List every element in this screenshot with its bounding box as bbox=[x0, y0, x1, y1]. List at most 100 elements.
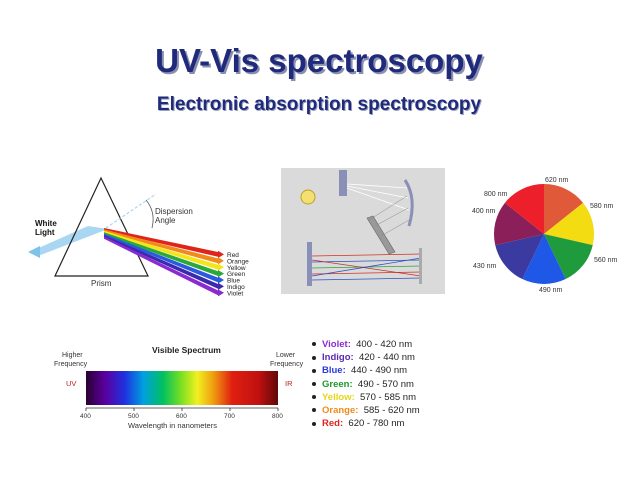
ray-violet bbox=[104, 236, 218, 296]
ray-yellow bbox=[104, 230, 218, 270]
ray-arrow-orange bbox=[218, 257, 224, 265]
ray-arrow-yellow bbox=[218, 263, 224, 271]
spectrum-tick-label: 500 bbox=[128, 413, 139, 420]
ray-red bbox=[104, 228, 218, 257]
diffraction-grating bbox=[366, 215, 396, 255]
wheel-segment bbox=[544, 184, 584, 234]
bullet-icon bbox=[312, 408, 316, 413]
bullet-icon bbox=[312, 368, 316, 373]
ray-label-violet: Violet bbox=[227, 290, 243, 297]
wavelength-legend: Violet: 400 - 420 nm Indigo: 420 - 440 nm… bbox=[312, 338, 462, 430]
wheel-segment bbox=[544, 234, 593, 280]
ray-label-orange: Orange bbox=[227, 258, 249, 265]
dispersed-beams bbox=[311, 253, 422, 281]
lower-frequency-label-2: Frequency bbox=[270, 361, 304, 368]
ray-label-red: Red bbox=[227, 252, 239, 259]
higher-frequency-label-1: Higher bbox=[62, 352, 83, 359]
dispersed-rays bbox=[104, 228, 224, 297]
detector bbox=[419, 248, 422, 284]
uv-label: UV bbox=[66, 379, 76, 388]
lower-frequency-label-1: Lower bbox=[276, 352, 296, 359]
spectrum-title: Visible Spectrum bbox=[152, 345, 221, 355]
dispersion-angle-arc bbox=[145, 199, 154, 229]
ray-orange bbox=[104, 229, 218, 264]
bullet-icon bbox=[312, 395, 316, 400]
legend-range: 400 - 420 nm bbox=[356, 339, 413, 350]
spectrum-tick-label: 700 bbox=[224, 413, 235, 420]
legend-range: 440 - 490 nm bbox=[351, 365, 408, 377]
wheel-label-400: 400 nm bbox=[472, 208, 496, 215]
spectrum-tick-label: 400 bbox=[80, 413, 91, 420]
bullet-icon bbox=[312, 342, 316, 347]
ray-label-indigo: Indigo bbox=[227, 284, 245, 291]
ray-blue bbox=[104, 233, 218, 283]
legend-row: Blue: 440 - 490 nm bbox=[312, 364, 462, 377]
legend-color-name: Orange: bbox=[322, 404, 359, 416]
wheel-segment bbox=[495, 234, 544, 280]
legend-color-name: Blue: bbox=[322, 365, 346, 377]
spectrum-ticks: 400 500 600 700 800 bbox=[80, 408, 283, 420]
slide-title: UV-Vis spectroscopy bbox=[155, 42, 483, 79]
visible-spectrum: Visible Spectrum Higher Frequency Lower … bbox=[54, 345, 304, 430]
wheel-label-620: 620 nm bbox=[545, 177, 569, 184]
exit-slit bbox=[307, 242, 312, 286]
prism-triangle bbox=[54, 176, 149, 277]
wheel-segment bbox=[504, 184, 544, 234]
ray-arrow-blue bbox=[218, 276, 224, 284]
wheel-label-490: 490 nm bbox=[539, 287, 563, 294]
white-light-label-2: Light bbox=[35, 228, 55, 237]
spectrum-bar bbox=[86, 371, 278, 405]
legend-row: Red: 620 - 780 nm bbox=[312, 417, 462, 430]
legend-color-name: Red: bbox=[322, 418, 344, 430]
legend-row: Violet: 400 - 420 nm bbox=[312, 338, 462, 351]
lamp-icon bbox=[300, 189, 316, 205]
white-light-label: White Light bbox=[35, 219, 57, 237]
wheel-label-560: 560 nm bbox=[594, 257, 618, 264]
spectrum-axis-label: Wavelength in nanometers bbox=[128, 421, 217, 430]
legend-range: 420 - 440 nm bbox=[358, 352, 415, 364]
legend-row: Indigo: 420 - 440 nm bbox=[312, 351, 462, 364]
wheel-segment bbox=[522, 234, 566, 284]
slide-subtitle: Electronic absorption spectroscopy bbox=[156, 94, 482, 115]
ir-label: IR bbox=[285, 379, 293, 388]
prism-label: Prism bbox=[91, 279, 112, 288]
color-wheel-segments bbox=[494, 184, 594, 284]
legend-row: Yellow: 570 - 585 nm bbox=[312, 391, 462, 404]
legend-range: 490 - 570 nm bbox=[357, 378, 414, 390]
wheel-label-580: 580 nm bbox=[590, 203, 614, 210]
ray-green bbox=[104, 232, 218, 276]
entrance-slit bbox=[339, 170, 347, 196]
legend-range: 570 - 585 nm bbox=[360, 391, 416, 403]
bullet-icon bbox=[312, 355, 316, 360]
prism-diagram: Dispersion Angle Prism RedOrangeYellowGr… bbox=[28, 176, 249, 297]
higher-frequency-label-2: Frequency bbox=[54, 361, 88, 368]
legend-color-name: Green: bbox=[322, 378, 353, 390]
wheel-segment bbox=[544, 202, 594, 246]
ray-label-yellow: Yellow bbox=[227, 265, 246, 272]
ray-label-blue: Blue bbox=[227, 278, 240, 285]
legend-row: Orange: 585 - 620 nm bbox=[312, 404, 462, 417]
ray-label-green: Green bbox=[227, 271, 245, 278]
wheel-segment bbox=[494, 202, 544, 246]
wheel-label-800: 800 nm bbox=[484, 191, 508, 198]
white-light-arrow bbox=[28, 246, 40, 258]
bullet-icon bbox=[312, 382, 316, 387]
ray-arrow-indigo bbox=[218, 282, 224, 290]
color-wheel: 620 nm 580 nm 560 nm 490 nm 430 nm 400 n… bbox=[472, 177, 618, 294]
white-light-label-1: White bbox=[35, 219, 57, 228]
legend-range: 620 - 780 nm bbox=[348, 418, 405, 430]
ray-arrow-green bbox=[218, 270, 224, 278]
spectrum-tick-label: 600 bbox=[176, 413, 187, 420]
legend-row: Green: 490 - 570 nm bbox=[312, 378, 462, 391]
legend-color-name: Yellow: bbox=[322, 391, 355, 403]
curved-mirror bbox=[403, 179, 414, 227]
incoming-beams bbox=[346, 183, 410, 211]
bullet-icon bbox=[312, 421, 316, 426]
spectrometer-diagram bbox=[281, 168, 445, 294]
ray-arrow-violet bbox=[218, 289, 224, 297]
legend-color-name: Indigo: bbox=[322, 352, 354, 364]
reflected-beams bbox=[368, 195, 410, 237]
ray-arrow-red bbox=[218, 250, 224, 258]
legend-range: 585 - 620 nm bbox=[363, 404, 420, 416]
